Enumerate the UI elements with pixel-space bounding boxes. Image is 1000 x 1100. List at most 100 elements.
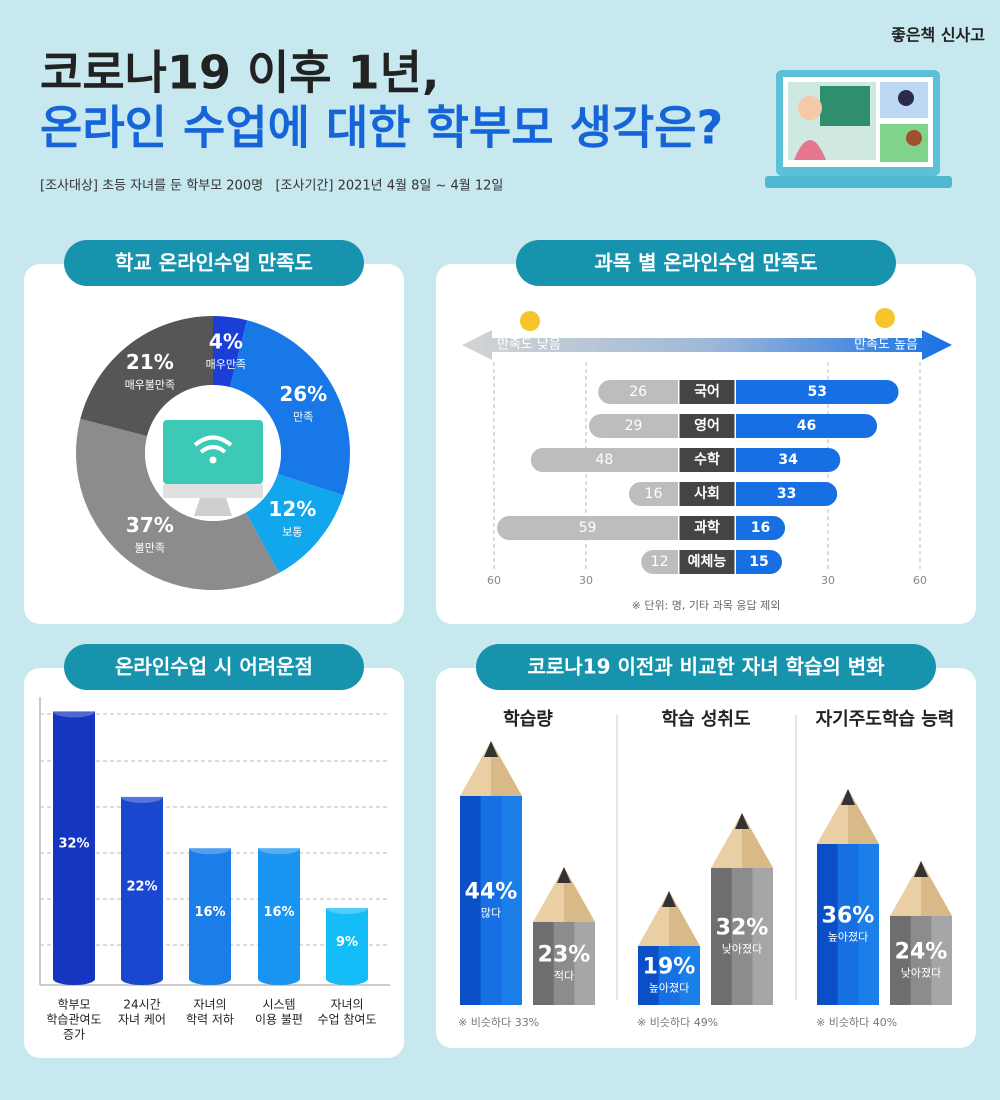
x-tick-label: 학습관여도 [46,1013,101,1027]
pencil-body-shade [910,916,932,1005]
category-label: 과학 [694,520,720,536]
value-label: 34 [778,452,798,468]
category-label: 높아졌다 [828,931,868,944]
value-label: 48 [595,452,613,468]
pencil-body-shade [931,916,952,1005]
pencil-body-shade [658,946,680,1005]
bar-top [189,842,231,855]
pencil-tip-shade [742,813,773,868]
value-label: 59 [579,520,597,536]
value-label: 16% [194,905,225,920]
donut-segment [80,315,213,437]
group-title: 학습량 [503,708,553,730]
x-tick-label: 30 [821,574,835,587]
panel-title-pill [476,644,936,690]
pencil-body-shade [858,844,879,1005]
x-tick-label: 자녀 케어 [118,1013,166,1027]
pencil-body-shade [731,868,753,1005]
subtitle: [조사대상] 초등 자녀를 둔 학부모 200명 [조사기간] 2021년 4월… [40,179,503,194]
bar [121,796,163,979]
emoji [520,311,540,331]
value-label: 24% [895,940,948,965]
chart-title: 과목 별 온라인수업 만족도 [594,251,817,275]
donut-segment [245,474,344,574]
donut-segment [76,418,280,590]
value-label: 4% [209,329,243,353]
value-label: 16% [263,905,294,920]
value-label: 26 [629,384,647,400]
note: ※ 단위: 명, 기타 과목 응답 제외 [632,599,781,612]
bar-top [121,790,163,803]
category-label: 낮아졌다 [901,967,941,980]
category-label: 예체능 [688,554,727,570]
x-tick-label: 자녀의 [193,998,226,1012]
pencil-body-shade [837,844,859,1005]
category-label: 국어 [694,383,720,400]
x-tick-label: 증가 [63,1028,85,1042]
panel-title-pill [516,240,896,286]
pencil-tip-shade [564,867,595,922]
value-label: 19% [643,955,696,980]
monitor-icon [145,385,281,521]
category-label: 매우만족 [206,358,246,371]
value-label: 21% [126,350,174,374]
value-label: 12% [268,497,316,521]
value-label: 32% [58,837,89,852]
category-label: 사회 [694,486,720,502]
category-label: 영어 [694,417,720,434]
value-label: 29 [625,418,643,434]
bar [628,482,690,506]
category-label: 적다 [554,970,574,983]
value-label: 23% [538,943,591,968]
x-tick-label: 30 [579,574,593,587]
bar [497,516,690,540]
category-label: 많다 [481,907,501,920]
title-line: 코로나19 이후 1년, [40,46,439,100]
x-tick-label: 자녀의 [330,998,363,1012]
value-label: 53 [808,384,827,400]
bar-top [326,902,368,915]
pencil-body-shade [553,922,575,1005]
x-tick-label: 수업 참여도 [317,1013,376,1027]
value-label: 46 [797,418,816,434]
value-label: 15 [749,554,768,570]
x-tick-label: 학력 저하 [186,1013,234,1027]
pencil-tip-shade [491,741,522,796]
panel-title-pill [64,644,364,690]
x-tick-label: 시스템 [262,998,295,1012]
chart-title: 온라인수업 시 어려운점 [115,655,313,679]
value-label: 22% [126,879,157,894]
x-tick-label: 학부모 [57,998,90,1012]
bar [530,448,690,472]
bar [724,380,899,404]
bar [326,908,368,979]
bar [641,550,690,574]
pencil-body-shade [480,796,502,1005]
pencil-body-shade [501,796,522,1005]
emoji [875,308,895,328]
pencil-lead [914,861,928,877]
panel-title-pill [64,240,364,286]
category-label: 높아졌다 [649,982,689,995]
x-tick-label: 60 [487,574,501,587]
donut-segment [213,316,248,388]
chart-title: 코로나19 이전과 비교한 자녀 학습의 변화 [527,655,885,679]
bar [189,848,231,979]
legend-label: 만족도 높음 [854,338,918,353]
pencil-body-shade [679,946,700,1005]
bar [724,516,786,540]
bar [589,414,690,438]
category-label: 매우불만족 [125,379,176,392]
category-box [679,380,735,404]
category-box [679,414,735,438]
bar [724,550,782,574]
value-label: 16 [751,520,770,536]
pencil-tip-shade [848,789,879,844]
group-title: 자기주도학습 능력 [816,708,955,730]
bar [724,482,838,506]
pencil-tip-shade [921,861,952,916]
category-box [679,550,735,574]
bar [724,448,841,472]
pencil-body-shade [752,868,773,1005]
